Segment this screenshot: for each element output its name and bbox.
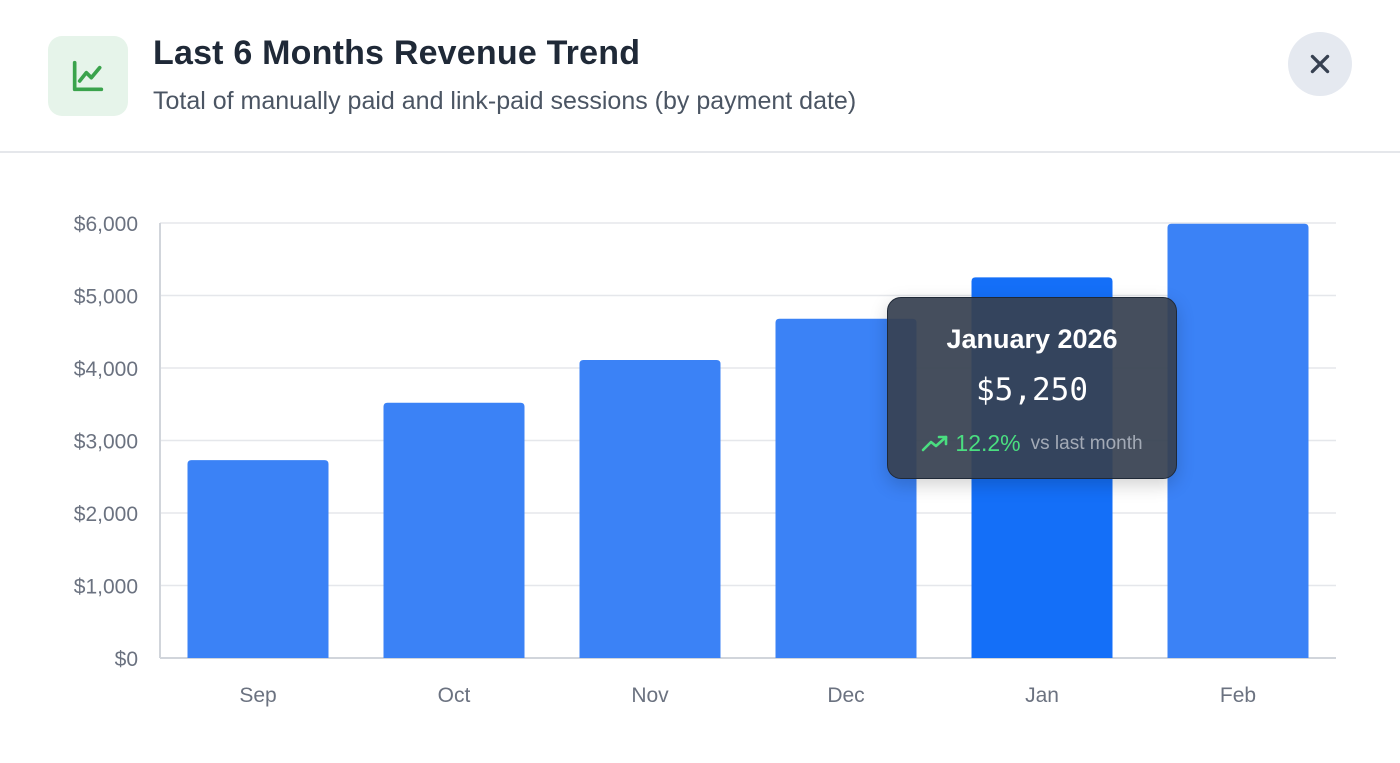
revenue-bar-chart: $0 $1,000 $2,000 $3,000 $4,000 $5,000 $6,000 Se… [74,213,1336,707]
x-tick-label: Nov [631,684,669,707]
x-tick-label: Jan [1025,684,1059,707]
trending-up-icon [922,435,948,451]
y-tick-label: $6,000 [74,213,138,236]
y-tick-label: $5,000 [74,286,138,309]
tooltip-change: 12.2% [955,430,1021,456]
x-tick-label: Feb [1220,684,1256,707]
chart-area: $0 $1,000 $2,000 $3,000 $4,000 $5,000 $6,000 Se… [0,153,1400,763]
modal-title: Last 6 Months Revenue Trend [153,34,641,72]
bar-dec[interactable] [775,318,917,658]
x-tick-label: Oct [438,684,471,707]
tooltip-change-row: 12.2% vs last month [888,430,1176,457]
y-tick-label: $4,000 [74,358,138,381]
y-tick-label: $3,000 [74,431,138,454]
y-tick-label: $0 [115,648,138,671]
tooltip-value: $5,250 [976,372,1088,408]
y-tick-label: $1,000 [74,576,138,599]
x-tick-label: Dec [827,684,864,707]
close-icon [1310,54,1330,74]
y-tick-label: $2,000 [74,503,138,526]
tooltip-title: January 2026 [946,324,1118,354]
bar-nov[interactable] [579,360,721,658]
line-chart-icon [48,36,128,116]
close-button[interactable] [1288,32,1352,96]
bar-oct[interactable] [383,402,525,658]
chart-tooltip: January 2026 $5,250 12.2% vs last month [887,297,1177,479]
modal-subtitle: Total of manually paid and link-paid ses… [153,87,857,115]
x-tick-label: Sep [239,684,276,707]
modal-header: Last 6 Months Revenue Trend Total of man… [0,0,1400,153]
tooltip-compare-label: vs last month [1030,432,1143,454]
bar-sep[interactable] [187,460,329,658]
bar-feb[interactable] [1167,223,1309,658]
